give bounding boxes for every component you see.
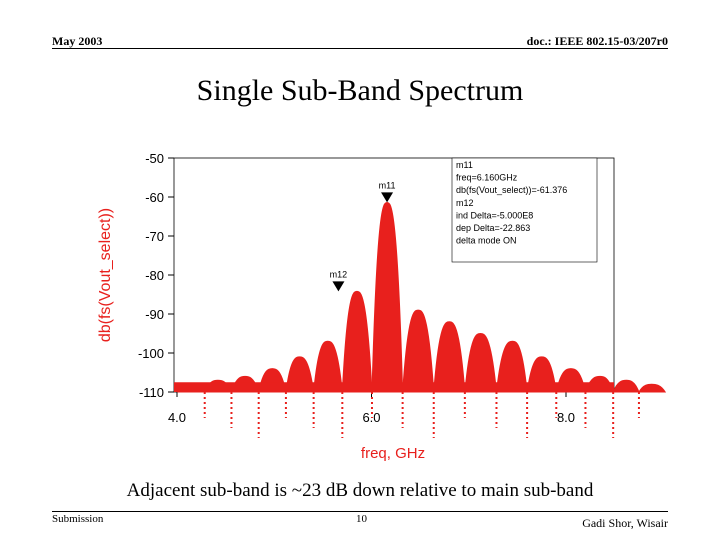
spectrum-floor bbox=[174, 382, 614, 392]
readout-line-4: ind Delta=-5.000E8 bbox=[456, 210, 533, 220]
spectrum-series bbox=[174, 201, 667, 438]
spectrum-lobe-6 bbox=[341, 290, 373, 393]
marker-label-m12: m12 bbox=[330, 269, 348, 279]
y-tick-label-4: -90 bbox=[145, 307, 164, 322]
slide-title: Single Sub-Band Spectrum bbox=[196, 74, 524, 107]
marker-readout-frame bbox=[451, 157, 598, 263]
header-rule bbox=[52, 48, 668, 49]
y-axis-label: db(fs(Vout_select)) bbox=[97, 208, 114, 342]
slide-caption: Adjacent sub-band is ~23 dB down relativ… bbox=[126, 480, 594, 501]
spectrum-lobe-11 bbox=[495, 340, 528, 393]
markers: m11 m12 bbox=[330, 180, 396, 292]
spectrum-lobe-5 bbox=[313, 340, 343, 393]
y-axis: -50 -60 -70 -80 -90 -100 -110 bbox=[138, 151, 174, 400]
y-tick-label-6: -110 bbox=[139, 385, 164, 400]
x-axis-label: freq, GHz bbox=[361, 445, 425, 462]
y-tick-label-5: -100 bbox=[138, 346, 164, 361]
x-tick-label-2: 8.0 bbox=[557, 410, 575, 425]
marker-triangle-m12 bbox=[332, 281, 345, 292]
y-tick-label-3: -80 bbox=[145, 268, 164, 283]
readout-line-6: delta mode ON bbox=[456, 236, 517, 246]
footer-rule bbox=[52, 511, 668, 512]
marker-triangle-m11 bbox=[381, 192, 394, 203]
readout-line-1: freq=6.160GHz bbox=[456, 173, 518, 183]
spectrum-lobe-10 bbox=[464, 332, 498, 393]
spectrum-lobe-15 bbox=[612, 379, 640, 393]
y-tick-label-2: -70 bbox=[145, 229, 164, 244]
footer-page-number: 10 bbox=[356, 513, 367, 525]
footer-submission: Submission bbox=[52, 513, 104, 525]
marker-readout-lines: m11 freq=6.160GHz db(fs(Vout_select))=-61.… bbox=[456, 160, 567, 246]
readout-line-2: db(fs(Vout_select))=-61.376 bbox=[456, 185, 567, 195]
readout-line-3: m12 bbox=[456, 198, 474, 208]
readout-line-0: m11 bbox=[456, 160, 473, 170]
readout-line-5: dep Delta=-22.863 bbox=[456, 223, 530, 233]
y-tick-label-0: -50 bbox=[145, 151, 164, 166]
footer-author: Gadi Shor, Wisair bbox=[582, 516, 668, 530]
spectrum-lobe-8 bbox=[402, 309, 435, 393]
marker-label-m11: m11 bbox=[379, 180, 396, 190]
y-tick-label-1: -60 bbox=[145, 190, 164, 205]
header-date: May 2003 bbox=[52, 34, 103, 48]
header-doc-id: doc.: IEEE 802.15-03/207r0 bbox=[526, 34, 668, 48]
spectrum-lobe-9 bbox=[433, 321, 466, 393]
spectrum-lobe-16 bbox=[638, 383, 667, 393]
spectrum-lobe-7 bbox=[371, 201, 404, 393]
x-tick-label-0: 4.0 bbox=[168, 410, 186, 425]
marker-readout-box: m11 freq=6.160GHz db(fs(Vout_select))=-61.… bbox=[451, 157, 598, 263]
